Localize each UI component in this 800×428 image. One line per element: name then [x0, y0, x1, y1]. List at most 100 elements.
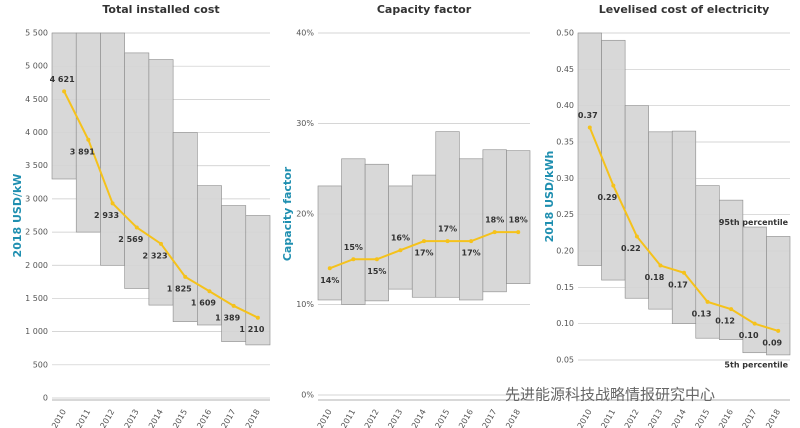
point [62, 89, 67, 94]
x-tick-label: 2013 [646, 408, 664, 428]
data-label: 15% [367, 267, 386, 276]
data-label: 14% [320, 276, 339, 285]
point [445, 239, 450, 244]
x-tick-label: 2012 [363, 408, 381, 428]
point [231, 303, 236, 308]
percentile-band [51, 32, 77, 180]
percentile-band [435, 131, 460, 298]
y-tick-label: 0.45 [556, 65, 574, 74]
data-label: 0.17 [668, 280, 688, 289]
y-tick-label: 3 500 [25, 161, 48, 170]
data-label: 18% [509, 216, 528, 225]
percentile-band [671, 130, 697, 324]
x-tick-label: 2011 [599, 408, 617, 428]
x-tick-label: 2012 [98, 408, 116, 428]
y-tick-label: 5 500 [25, 29, 48, 38]
data-label: 18% [485, 216, 504, 225]
chart-title: Capacity factor [377, 3, 472, 16]
x-tick-label: 2017 [741, 408, 759, 428]
x-tick-label: 2015 [693, 408, 711, 428]
y-tick-label: 0.05 [556, 356, 574, 365]
data-label: 17% [438, 225, 457, 234]
percentile-band [506, 150, 531, 284]
y-tick-label: 30% [296, 119, 314, 128]
data-label: 0.12 [715, 317, 735, 326]
point [422, 239, 426, 244]
point [516, 230, 521, 235]
y-tick-label: 2 500 [25, 228, 48, 237]
y-tick-label: 0.30 [556, 174, 574, 183]
y-tick-label: 3 000 [25, 194, 48, 203]
y-tick-label: 0.50 [556, 29, 574, 38]
x-tick-label: 2016 [717, 408, 735, 428]
y-tick-label: 10% [296, 300, 314, 309]
point [776, 328, 781, 333]
point [682, 270, 686, 275]
data-label: 0.10 [739, 331, 759, 340]
data-label: 0.22 [621, 244, 641, 253]
y-axis-label: 2018 USD/kWh [543, 151, 556, 243]
data-label: 0.09 [762, 338, 782, 347]
data-label: 0.13 [692, 309, 712, 318]
data-label: 1 825 [167, 284, 192, 293]
percentile-band [624, 105, 649, 299]
x-tick-label: 2010 [50, 408, 68, 428]
percentile-band [245, 215, 271, 346]
watermark: 先进能源科技战略情报研究中心 [505, 386, 715, 404]
percentile-band [364, 163, 389, 302]
point [207, 289, 212, 294]
point [86, 137, 91, 142]
x-tick-label: 2011 [74, 408, 92, 428]
y-tick-label: 0.40 [556, 101, 574, 110]
percentile-band [124, 52, 150, 289]
percentile-band [221, 205, 247, 342]
data-label: 2 933 [94, 211, 119, 220]
x-tick-label: 2010 [576, 408, 594, 428]
x-tick-label: 2014 [410, 408, 428, 428]
x-tick-label: 2015 [433, 408, 451, 428]
x-tick-label: 2015 [171, 408, 189, 428]
x-tick-label: 2017 [481, 408, 499, 428]
data-label: 3 891 [70, 147, 95, 156]
data-label: 1 389 [215, 313, 240, 322]
point [159, 241, 163, 246]
point [351, 257, 356, 262]
y-tick-label: 4 000 [25, 128, 48, 137]
data-label: 2 569 [118, 235, 143, 244]
annotation: 95th percentile [719, 218, 789, 227]
percentile-band [148, 59, 174, 306]
point [110, 201, 115, 206]
y-tick-label: 1 000 [25, 327, 48, 336]
data-label: 15% [344, 243, 363, 252]
y-tick-label: 0.20 [556, 247, 574, 256]
x-tick-label: 2016 [195, 408, 213, 428]
x-tick-label: 2018 [504, 408, 522, 428]
y-tick-label: 0.25 [556, 210, 574, 219]
annotation: 5th percentile [724, 360, 788, 369]
y-axis-label: 2018 USD/kW [11, 174, 24, 258]
point [255, 315, 260, 320]
point [183, 274, 188, 279]
percentile-band [341, 158, 366, 305]
point [469, 239, 474, 244]
point [752, 321, 757, 326]
percentile-band [766, 236, 791, 356]
x-tick-label: 2013 [386, 408, 404, 428]
data-label: 1 609 [191, 299, 216, 308]
x-tick-label: 2017 [220, 408, 238, 428]
y-tick-label: 0% [301, 391, 314, 400]
data-label: 16% [391, 234, 410, 243]
chart-title: Total installed cost [102, 3, 219, 16]
data-label: 0.18 [645, 273, 665, 282]
data-label: 4 621 [50, 75, 75, 84]
y-tick-label: 500 [33, 360, 48, 369]
point [492, 230, 497, 235]
y-tick-label: 2 000 [25, 261, 48, 270]
data-label: 0.29 [597, 193, 617, 202]
chart-title: Levelised cost of electricity [599, 3, 770, 16]
y-tick-label: 1 500 [25, 294, 48, 303]
data-label: 17% [462, 249, 481, 258]
y-axis-label: Capacity factor [281, 166, 294, 261]
point [634, 234, 639, 239]
percentile-band [75, 32, 101, 233]
